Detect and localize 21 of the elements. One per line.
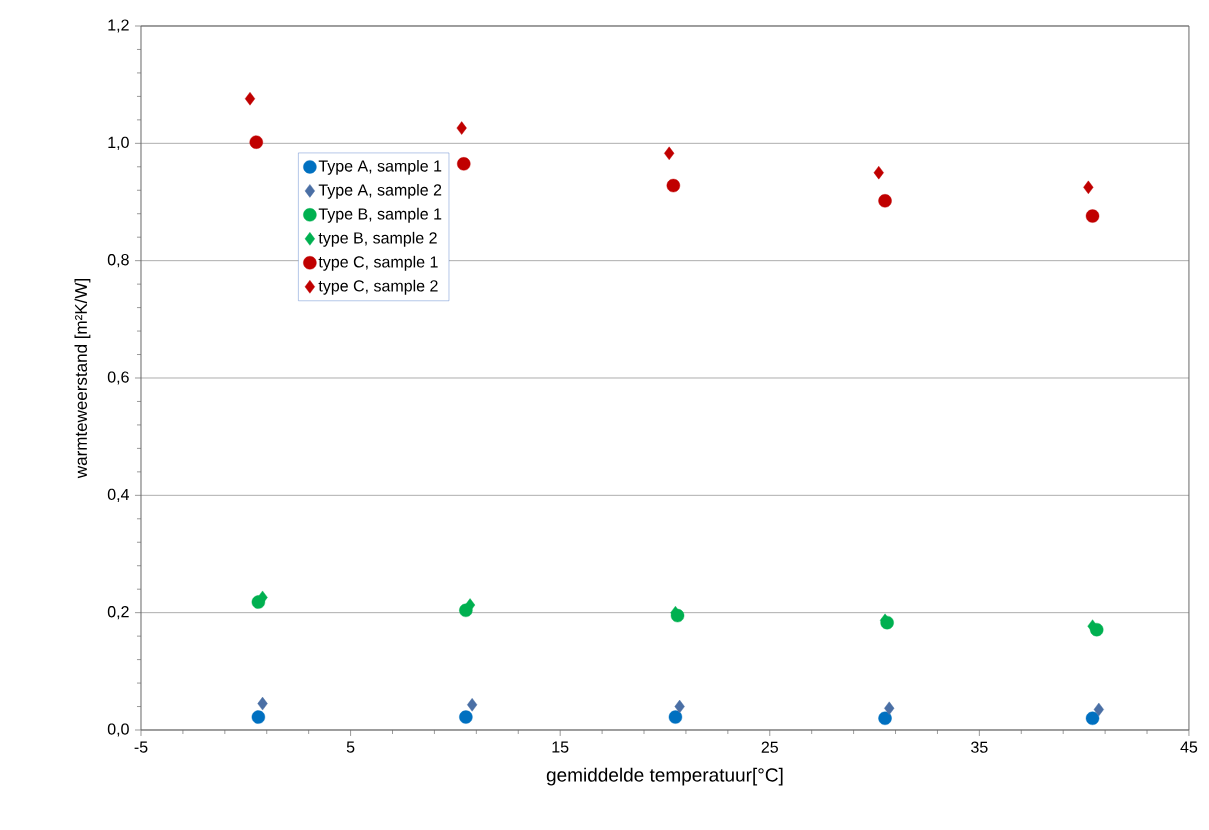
x-tick-label: 45 xyxy=(1180,741,1198,753)
y-axis-title: warmteweerstand [m²K/W] xyxy=(74,279,91,479)
x-tick-label: 15 xyxy=(552,741,569,753)
legend-label: Type B, sample 1 xyxy=(318,207,442,223)
x-tick-label: 25 xyxy=(761,741,778,753)
y-tick-label: 0,6 xyxy=(107,371,129,385)
legend-label: type B, sample 2 xyxy=(318,231,437,247)
x-axis-title: gemiddelde temperatuur[°C] xyxy=(546,767,783,786)
y-tick-label: 0,4 xyxy=(107,488,129,502)
y-tick-label: 0,2 xyxy=(107,606,129,620)
legend-label: Type A, sample 2 xyxy=(318,183,442,199)
legend-label: type C, sample 2 xyxy=(318,279,438,295)
y-tick-label: 1,2 xyxy=(108,19,129,33)
x-tick-label: 35 xyxy=(971,741,988,753)
y-tick-label: 1,0 xyxy=(108,136,129,150)
legend-label: Type A, sample 1 xyxy=(318,159,442,175)
y-tick-label: 0,0 xyxy=(107,723,129,737)
legend-label: type C, sample 1 xyxy=(318,255,438,271)
x-tick-label: 5 xyxy=(346,741,355,753)
y-tick-label: 0,8 xyxy=(107,254,129,268)
x-tick-label: -5 xyxy=(134,741,148,753)
